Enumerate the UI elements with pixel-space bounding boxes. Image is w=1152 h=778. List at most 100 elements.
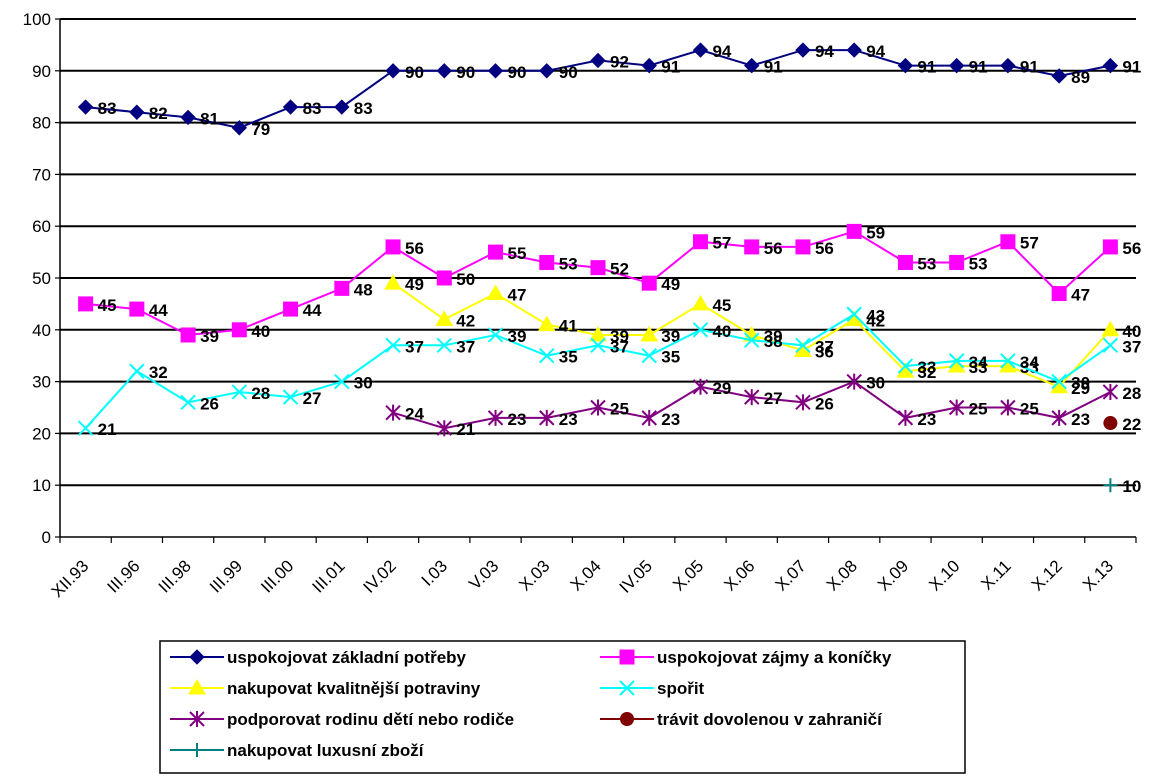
data-point <box>693 43 707 57</box>
data-label: 34 <box>1020 353 1039 372</box>
y-tick-label: 30 <box>32 373 51 392</box>
x-tick-label: X.12 <box>1028 556 1066 594</box>
data-label: 90 <box>405 63 424 82</box>
y-tick-label: 100 <box>23 10 51 29</box>
data-point <box>1104 417 1117 430</box>
data-point <box>898 255 912 269</box>
data-point <box>1103 478 1117 492</box>
x-tick-label: X.13 <box>1079 556 1117 594</box>
data-label: 59 <box>866 223 885 242</box>
data-label: 53 <box>559 254 578 273</box>
data-label: 94 <box>815 42 834 61</box>
data-point <box>591 261 605 275</box>
data-label: 47 <box>1071 286 1090 305</box>
data-label: 28 <box>1122 384 1141 403</box>
data-label: 25 <box>969 400 988 419</box>
legend-label: uspokojovat zájmy a koníčky <box>657 648 892 667</box>
data-point <box>284 302 298 316</box>
data-point <box>847 43 861 57</box>
data-label: 57 <box>1020 234 1039 253</box>
legend-marker <box>620 650 634 664</box>
data-label: 39 <box>661 327 680 346</box>
data-label: 42 <box>456 311 475 330</box>
data-point <box>437 64 451 78</box>
data-point <box>130 302 144 316</box>
data-label: 24 <box>405 405 424 424</box>
data-label: 38 <box>764 332 783 351</box>
data-point <box>130 105 144 119</box>
data-point <box>386 240 400 254</box>
y-tick-label: 10 <box>32 476 51 495</box>
data-label: 26 <box>200 394 219 413</box>
data-label: 30 <box>866 374 885 393</box>
x-tick-label: III.01 <box>308 556 348 596</box>
data-point <box>1103 384 1117 400</box>
data-label: 41 <box>559 317 578 336</box>
data-point <box>950 255 964 269</box>
legend-label: nakupovat luxusní zboží <box>227 741 425 760</box>
series-line <box>86 231 1111 335</box>
data-label: 25 <box>610 400 629 419</box>
legend-label: spořit <box>657 679 705 698</box>
data-label: 32 <box>149 363 168 382</box>
data-point <box>284 100 298 114</box>
data-point <box>386 405 400 421</box>
x-tick-label: X.03 <box>515 556 553 594</box>
data-label: 37 <box>456 337 475 356</box>
data-point <box>335 100 349 114</box>
data-label: 21 <box>456 420 475 439</box>
data-label: 56 <box>1122 239 1141 258</box>
legend: uspokojovat základní potřeby uspokojovat … <box>160 641 965 773</box>
data-label: 39 <box>508 327 527 346</box>
data-label: 81 <box>200 109 219 128</box>
data-label: 30 <box>1071 374 1090 393</box>
data-label: 44 <box>303 301 322 320</box>
y-tick-label: 70 <box>32 165 51 184</box>
data-label: 48 <box>354 280 373 299</box>
data-point <box>489 64 503 78</box>
data-label: 23 <box>508 410 527 429</box>
data-label: 26 <box>815 394 834 413</box>
x-tick-label: X.10 <box>925 556 963 594</box>
data-point <box>1052 287 1066 301</box>
data-label: 90 <box>456 63 475 82</box>
series-7: 10 <box>1103 477 1141 496</box>
data-label: 94 <box>712 42 731 61</box>
x-tick-label: III.98 <box>155 556 195 596</box>
data-label: 90 <box>559 63 578 82</box>
data-label: 34 <box>969 353 988 372</box>
legend-marker <box>621 713 634 726</box>
data-point <box>692 296 708 310</box>
x-tick-label: X.08 <box>823 556 861 594</box>
data-label: 45 <box>98 296 117 315</box>
data-point <box>335 281 349 295</box>
data-label: 83 <box>354 99 373 118</box>
legend-label: podporovat rodinu dětí nebo rodiče <box>227 710 514 729</box>
x-tick-label: I.03 <box>418 556 451 589</box>
data-label: 37 <box>1122 337 1141 356</box>
data-label: 28 <box>251 384 270 403</box>
legend-label: nakupovat kvalitnější potraviny <box>227 679 481 698</box>
data-label: 47 <box>508 286 527 305</box>
data-label: 91 <box>764 58 783 77</box>
data-label: 23 <box>917 410 936 429</box>
x-tick-label: IV.05 <box>616 556 656 596</box>
data-point <box>693 235 707 249</box>
data-point <box>539 317 555 331</box>
data-point <box>79 297 93 311</box>
data-label: 49 <box>405 275 424 294</box>
data-label: 82 <box>149 104 168 123</box>
data-label: 45 <box>712 296 731 315</box>
data-label: 50 <box>456 270 475 289</box>
x-tick-label: XII.93 <box>48 556 93 601</box>
data-label: 44 <box>149 301 168 320</box>
data-label: 91 <box>969 58 988 77</box>
data-label: 43 <box>866 306 885 325</box>
data-label: 37 <box>610 337 629 356</box>
data-label: 25 <box>1020 400 1039 419</box>
data-label: 90 <box>508 63 527 82</box>
legend-label: trávit dovolenou v zahraničí <box>657 710 883 729</box>
data-label: 83 <box>303 99 322 118</box>
data-label: 57 <box>712 234 731 253</box>
